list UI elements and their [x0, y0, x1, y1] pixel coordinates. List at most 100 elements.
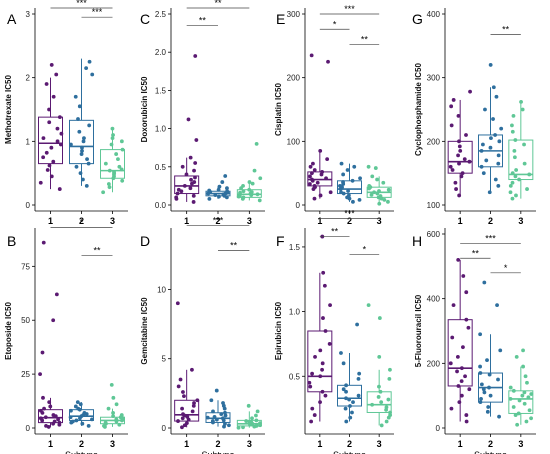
data-point	[188, 155, 193, 160]
data-point	[484, 158, 489, 163]
data-point	[513, 138, 518, 142]
data-point	[193, 54, 198, 58]
data-point	[456, 113, 461, 118]
data-point	[56, 417, 60, 422]
data-point	[111, 414, 116, 419]
box-iqr	[38, 409, 63, 424]
data-point	[522, 142, 526, 147]
data-point	[57, 187, 62, 191]
y-tick-label: 200	[427, 359, 441, 368]
data-point	[214, 417, 219, 422]
y-tick-label: 0	[26, 201, 31, 210]
data-point	[325, 157, 330, 162]
significance-label: **	[361, 35, 369, 45]
data-point	[521, 348, 525, 353]
box-subtype-1	[174, 369, 200, 428]
data-point	[355, 322, 359, 327]
y-tick-label: 600	[427, 230, 441, 239]
data-point	[381, 180, 386, 185]
data-point	[184, 172, 189, 177]
data-point	[454, 187, 458, 191]
data-point	[254, 418, 259, 423]
data-point	[110, 126, 115, 131]
data-point	[345, 168, 350, 172]
data-point	[478, 400, 483, 405]
x-tick-label: 1	[458, 216, 463, 226]
y-tick-label: 0	[296, 201, 301, 210]
data-point	[449, 104, 454, 109]
significance-label: **	[502, 24, 510, 34]
data-point	[366, 303, 371, 308]
data-point	[524, 419, 529, 424]
data-point	[346, 189, 350, 193]
data-point	[481, 171, 486, 176]
data-point	[450, 335, 455, 340]
data-point	[495, 303, 499, 308]
data-point	[220, 416, 225, 421]
significance-label: *	[333, 19, 337, 29]
data-point	[315, 180, 320, 185]
data-point	[103, 161, 108, 166]
data-point	[77, 129, 82, 134]
data-point	[449, 123, 454, 128]
x-tick-label: 1	[48, 216, 53, 226]
data-point	[254, 424, 259, 428]
data-point	[181, 390, 185, 394]
data-point	[386, 187, 391, 192]
significance-label: **	[199, 15, 207, 25]
data-point	[82, 136, 86, 141]
data-point	[464, 419, 469, 424]
data-point	[47, 107, 51, 112]
data-point	[318, 374, 323, 379]
y-tick-label: 0	[436, 424, 441, 433]
data-point	[246, 403, 251, 408]
data-point	[516, 411, 521, 416]
data-point	[510, 196, 515, 201]
data-point	[526, 395, 531, 400]
data-point	[464, 290, 469, 295]
data-point	[321, 270, 326, 275]
data-point	[106, 406, 111, 411]
x-tick-label: 3	[377, 216, 382, 226]
data-point	[87, 123, 92, 128]
data-point	[461, 345, 465, 350]
data-point	[339, 190, 343, 195]
x-tick-label: 3	[110, 216, 115, 226]
data-point	[369, 192, 374, 197]
data-point	[388, 367, 392, 372]
data-point	[480, 142, 485, 147]
data-point	[323, 329, 328, 333]
data-point	[386, 199, 390, 204]
box-iqr	[174, 399, 200, 422]
y-axis-label: Gemcitabine IC50	[140, 297, 149, 365]
data-point	[223, 410, 227, 415]
data-point	[57, 420, 62, 425]
data-point	[87, 59, 92, 64]
data-point	[84, 66, 89, 71]
data-point	[38, 372, 42, 377]
data-point	[455, 354, 460, 359]
data-point	[119, 139, 124, 144]
data-point	[49, 63, 54, 67]
data-point	[186, 117, 191, 122]
box-iqr	[337, 180, 362, 195]
data-point	[45, 168, 50, 172]
data-point	[74, 164, 79, 169]
data-point	[511, 388, 516, 393]
y-tick-label: 3	[26, 10, 31, 19]
data-point	[44, 150, 49, 155]
data-point	[499, 126, 504, 131]
data-point	[529, 392, 534, 396]
x-tick-label: 3	[247, 216, 252, 226]
y-tick-label: 50	[21, 316, 30, 325]
panel-letter: H	[412, 233, 422, 249]
data-point	[453, 180, 458, 185]
data-point	[456, 257, 461, 262]
data-point	[76, 117, 80, 121]
data-point	[456, 153, 460, 158]
data-point	[176, 187, 181, 192]
panel-c: C 0.0 0.5 1.0 1.5 2.0 2.5 Doxorubicin IC50 1 2 3 **…	[140, 0, 265, 226]
data-point	[47, 400, 52, 405]
data-point	[517, 177, 521, 182]
data-point	[182, 394, 186, 399]
